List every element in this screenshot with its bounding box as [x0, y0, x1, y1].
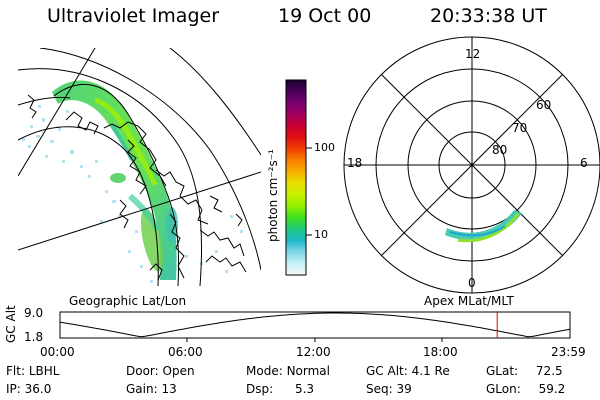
status-gc-alt: GC Alt: 4.1 Re: [366, 364, 450, 378]
right-panel-caption: Apex MLat/MLT: [424, 294, 514, 308]
status-filter-value: LBHL: [28, 364, 60, 378]
status-mode-label: Mode:: [246, 364, 283, 378]
colorbar: [285, 79, 312, 276]
status-gain-value: 13: [161, 382, 177, 396]
status-door-value: Open: [162, 364, 195, 378]
status-dsp-value: 5.3: [294, 382, 315, 396]
status-glon-value: 59.2: [538, 382, 566, 396]
status-door-label: Door:: [126, 364, 159, 378]
status-ip-value: 36.0: [24, 382, 52, 396]
altitude-axis-label: GC Alt: [4, 305, 18, 343]
status-seq: Seq: 39: [366, 382, 412, 396]
time-tick-0000: 00:00: [40, 345, 75, 359]
polar-aurora: [445, 210, 522, 243]
status-glat-value: 72.5: [535, 364, 563, 378]
time-tick-0600: 06:00: [168, 345, 203, 359]
time-tick-2359: 23:59: [551, 345, 586, 359]
status-mode-value: Normal: [286, 364, 330, 378]
altitude-tick-9: 9.0: [24, 306, 44, 320]
status-filter-label: Flt:: [6, 364, 25, 378]
status-gain: Gain: 13: [126, 382, 177, 396]
status-glat: GLat: 72.5: [486, 364, 563, 378]
status-seq-label: Seq:: [366, 382, 393, 396]
status-gc-alt-value: 4.1 Re: [411, 364, 450, 378]
status-door: Door: Open: [126, 364, 195, 378]
instrument-title: Ultraviolet Imager: [47, 5, 220, 27]
left-panel-caption: Geographic Lat/Lon: [69, 294, 187, 308]
status-gc-alt-label: GC Alt:: [366, 364, 408, 378]
mlt-label-0: 0: [468, 276, 476, 290]
time-label: 20:33:38 UT: [430, 5, 547, 27]
date-label: 19 Oct 00: [278, 5, 372, 27]
status-glon: GLon: 59.2: [486, 382, 565, 396]
time-tick-1800: 18:00: [423, 345, 458, 359]
mlat-label-70: 70: [512, 121, 528, 135]
geographic-map: [18, 48, 261, 286]
colorbar-tick-100: 100: [314, 141, 335, 154]
mlt-label-6: 6: [580, 156, 588, 170]
mlat-label-80: 80: [492, 143, 508, 157]
mlt-label-18: 18: [347, 156, 363, 170]
mlat-label-60: 60: [536, 98, 552, 112]
status-dsp-label: Dsp:: [246, 382, 274, 396]
polar-plot: [343, 36, 600, 294]
mlt-label-12: 12: [465, 47, 481, 61]
time-tick-1200: 12:00: [296, 345, 331, 359]
status-mode: Mode: Normal: [246, 364, 330, 378]
status-glon-label: GLon:: [486, 382, 521, 396]
status-gain-label: Gain:: [126, 382, 158, 396]
status-filter: Flt: LBHL: [6, 364, 59, 378]
status-seq-value: 39: [396, 382, 412, 396]
status-dsp: Dsp: 5.3: [246, 382, 314, 396]
altitude-plot: [59, 311, 571, 342]
status-ip: IP: 36.0: [6, 382, 51, 396]
status-ip-label: IP:: [6, 382, 21, 396]
altitude-tick-1-8: 1.8: [24, 330, 44, 344]
status-glat-label: GLat:: [486, 364, 519, 378]
colorbar-unit-label: photon cm⁻²s⁻¹: [266, 149, 280, 242]
colorbar-tick-10: 10: [314, 228, 328, 241]
